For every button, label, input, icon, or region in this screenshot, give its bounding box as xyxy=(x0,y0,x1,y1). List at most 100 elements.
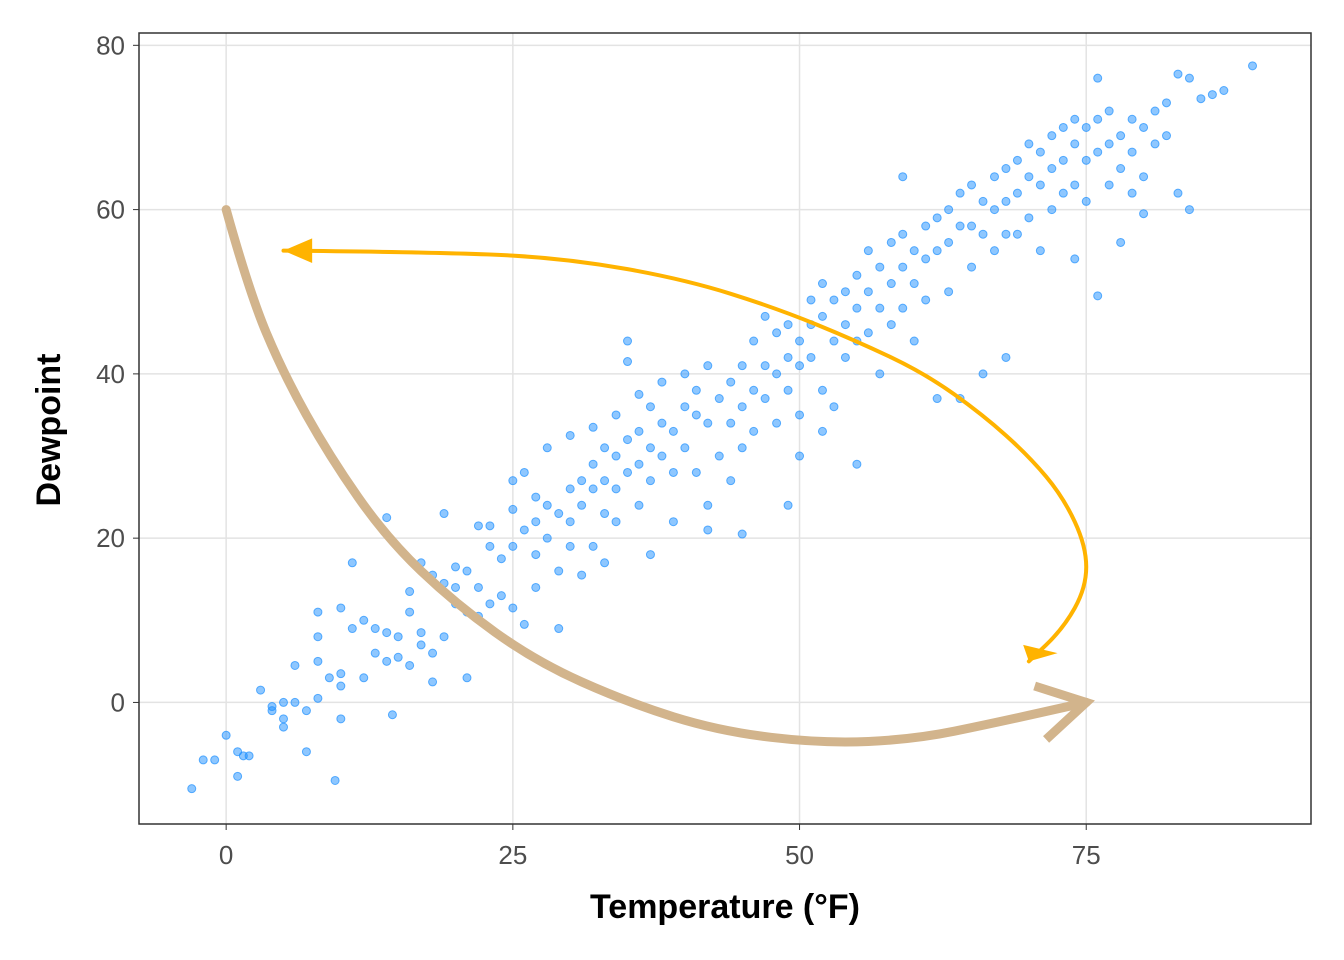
data-point xyxy=(1070,139,1080,149)
data-point xyxy=(405,660,415,670)
data-point xyxy=(485,599,495,609)
data-point xyxy=(508,541,518,551)
data-point xyxy=(1035,147,1045,157)
data-point xyxy=(290,697,300,707)
data-point xyxy=(278,722,288,732)
data-point xyxy=(600,443,610,453)
data-point xyxy=(1058,155,1068,165)
data-point xyxy=(1104,106,1114,116)
data-point xyxy=(1173,188,1183,198)
data-point xyxy=(989,246,999,256)
data-point xyxy=(611,451,621,461)
data-point xyxy=(1070,180,1080,190)
data-point xyxy=(772,369,782,379)
data-point xyxy=(645,443,655,453)
annotations xyxy=(221,205,1095,747)
data-point xyxy=(1116,237,1126,247)
data-point xyxy=(301,747,311,757)
data-point xyxy=(921,254,931,264)
data-point xyxy=(1139,172,1149,182)
y-tick-label: 0 xyxy=(111,687,125,717)
data-point xyxy=(542,500,552,510)
data-point xyxy=(760,361,770,371)
data-point xyxy=(657,451,667,461)
data-point xyxy=(531,517,541,527)
data-point xyxy=(554,509,564,519)
data-point xyxy=(783,320,793,330)
x-tick-label: 50 xyxy=(785,840,814,870)
data-point xyxy=(588,459,598,469)
data-point xyxy=(829,295,839,305)
data-point xyxy=(886,279,896,289)
data-point xyxy=(703,500,713,510)
data-point xyxy=(508,603,518,613)
data-point xyxy=(577,570,587,580)
data-point xyxy=(909,279,919,289)
data-point xyxy=(852,303,862,313)
data-point xyxy=(668,467,678,477)
data-point xyxy=(944,287,954,297)
data-point xyxy=(680,443,690,453)
data-point xyxy=(875,369,885,379)
data-point xyxy=(691,385,701,395)
data-point xyxy=(1058,122,1068,132)
data-point xyxy=(577,476,587,486)
data-point xyxy=(645,402,655,412)
data-point xyxy=(496,554,506,564)
data-point xyxy=(588,422,598,432)
data-point xyxy=(691,410,701,420)
data-point xyxy=(542,533,552,543)
data-point xyxy=(898,172,908,182)
data-point xyxy=(840,352,850,362)
data-point xyxy=(565,430,575,440)
data-point xyxy=(1093,147,1103,157)
data-point xyxy=(795,336,805,346)
data-point xyxy=(863,246,873,256)
data-point xyxy=(244,751,254,761)
data-point xyxy=(955,221,965,231)
data-point xyxy=(829,336,839,346)
data-point xyxy=(737,443,747,453)
data-point xyxy=(886,237,896,247)
data-point xyxy=(1058,188,1068,198)
data-point xyxy=(863,287,873,297)
data-point xyxy=(852,459,862,469)
data-point xyxy=(387,710,397,720)
data-point xyxy=(749,385,759,395)
data-point xyxy=(416,628,426,638)
data-point xyxy=(588,484,598,494)
data-point xyxy=(783,385,793,395)
data-point xyxy=(795,451,805,461)
data-point xyxy=(1070,254,1080,264)
data-point xyxy=(772,418,782,428)
data-point xyxy=(645,550,655,560)
data-point xyxy=(1093,73,1103,83)
data-point xyxy=(1070,114,1080,124)
data-point xyxy=(875,262,885,272)
data-point xyxy=(898,229,908,239)
data-point xyxy=(1047,164,1057,174)
data-point xyxy=(898,303,908,313)
data-point xyxy=(1162,98,1172,108)
data-point xyxy=(668,426,678,436)
data-point xyxy=(714,451,724,461)
data-point xyxy=(508,504,518,514)
data-point xyxy=(772,328,782,338)
data-point xyxy=(221,730,231,740)
data-point xyxy=(370,648,380,658)
data-point xyxy=(795,361,805,371)
data-point xyxy=(634,426,644,436)
data-point xyxy=(1047,205,1057,215)
data-point xyxy=(1035,180,1045,190)
scatter-points xyxy=(187,61,1258,794)
data-point xyxy=(210,755,220,765)
data-point xyxy=(1116,131,1126,141)
data-point xyxy=(554,566,564,576)
data-point xyxy=(967,262,977,272)
data-point xyxy=(657,377,667,387)
data-point xyxy=(1196,94,1206,104)
data-point xyxy=(840,320,850,330)
data-point xyxy=(944,205,954,215)
data-point xyxy=(187,784,197,794)
data-point xyxy=(634,389,644,399)
